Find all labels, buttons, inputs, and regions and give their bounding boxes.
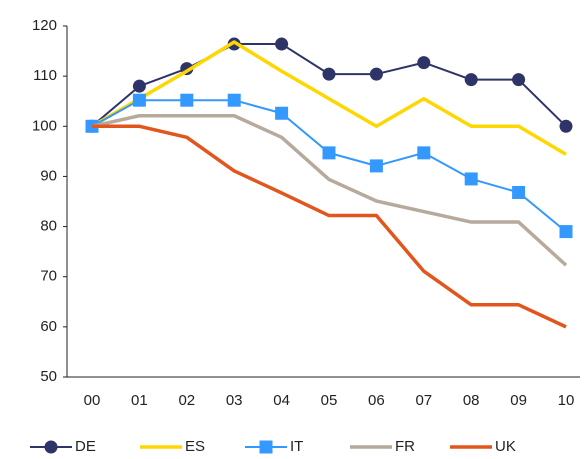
legend-label: UK [495,438,516,455]
data-point [322,146,336,160]
x-tick-label: 10 [558,392,575,409]
data-point [132,93,146,107]
y-tick-label: 70 [40,268,57,285]
x-tick-label: 01 [131,392,148,409]
legend-label: FR [395,438,415,455]
legend-label: DE [75,438,96,455]
y-tick-label: 120 [32,17,57,34]
data-point [275,37,289,51]
y-tick-label: 50 [40,368,57,385]
data-point [369,67,383,81]
x-tick-label: 06 [368,392,385,409]
x-tick-label: 02 [178,392,195,409]
data-point [464,172,478,186]
data-point [559,119,573,133]
data-point [417,56,431,70]
y-tick-label: 80 [40,218,57,235]
legend-label: ES [185,438,205,455]
data-point [180,93,194,107]
y-tick-label: 60 [40,318,57,335]
x-tick-label: 08 [463,392,480,409]
series-line [91,40,567,156]
data-point [512,73,526,87]
data-point [322,67,336,81]
x-tick-label: 04 [273,392,290,409]
series-line [92,124,567,329]
data-point [464,73,478,87]
data-point [275,106,289,120]
series-line [91,99,567,233]
legend-marker [44,440,58,454]
x-tick-label: 03 [226,392,243,409]
data-point [417,146,431,160]
data-point [512,185,526,199]
legend-marker [259,440,273,454]
x-tick-label: 09 [510,392,527,409]
x-tick-label: 00 [84,392,101,409]
data-point [559,225,573,239]
x-tick-label: 07 [415,392,432,409]
legend-label: IT [290,438,303,455]
data-point [132,79,146,93]
data-point [227,93,241,107]
x-tick-label: 05 [321,392,338,409]
data-point [369,159,383,173]
y-tick-label: 100 [32,117,57,134]
y-tick-label: 90 [40,167,57,184]
series-line [91,114,568,267]
y-tick-label: 110 [33,67,57,84]
